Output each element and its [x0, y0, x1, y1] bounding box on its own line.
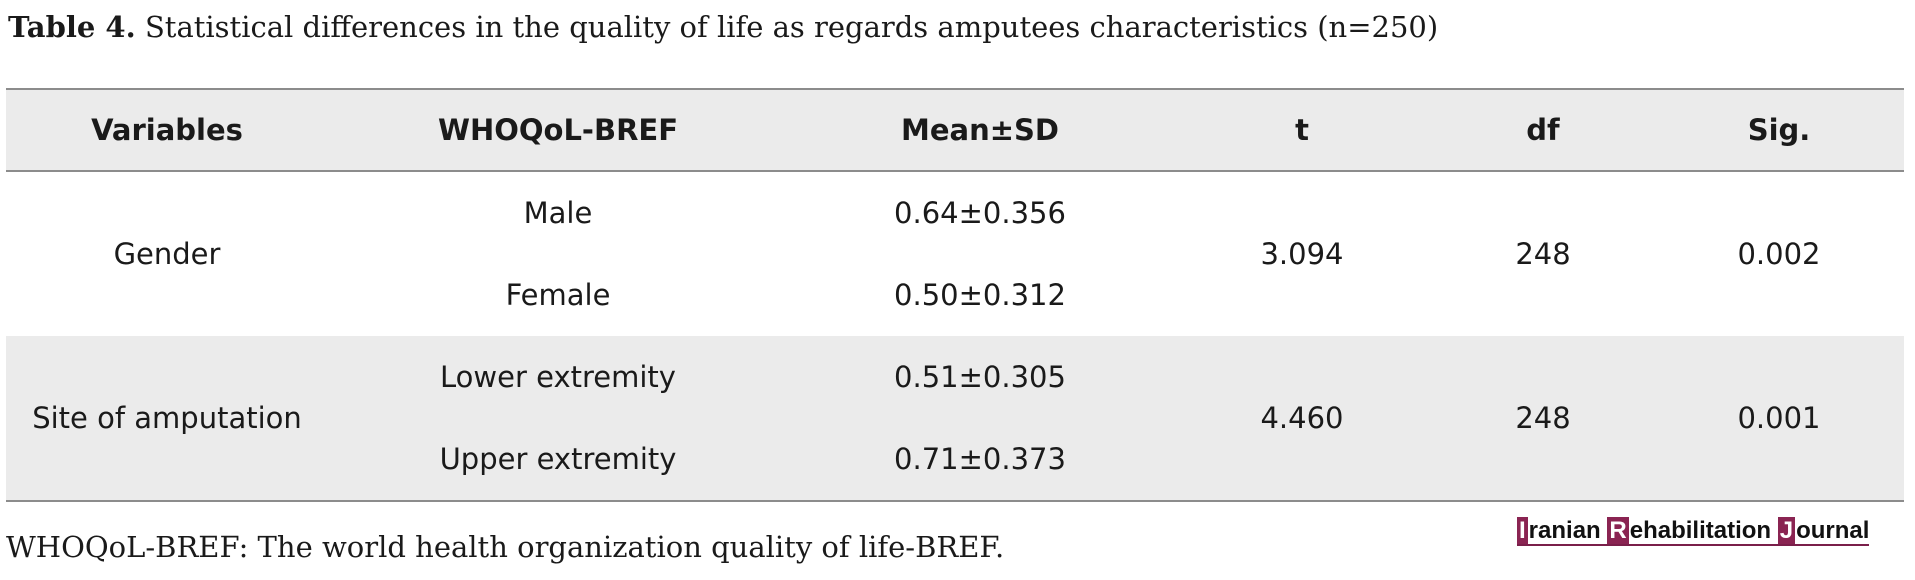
- cell-category: Upper extremity: [439, 442, 677, 476]
- cell-mean-sd: 0.50±0.312: [894, 278, 1066, 312]
- logo-initial: J: [1777, 517, 1796, 544]
- table-header: Variables WHOQoL-BREF Mean±SD t df Sig.: [6, 90, 1904, 172]
- logo-text: ehabilitation: [1629, 517, 1778, 544]
- table-top-rule: [6, 88, 1904, 90]
- cell-sig: 0.001: [1737, 401, 1821, 435]
- table-label: Table 4.: [8, 10, 136, 44]
- header-whoqol: WHOQoL-BREF: [437, 113, 679, 147]
- header-t: t: [1295, 113, 1309, 147]
- cell-df: 248: [1515, 237, 1571, 271]
- cell-variable: Site of amputation: [32, 401, 302, 435]
- header-variables: Variables: [91, 113, 243, 147]
- cell-category: Male: [523, 196, 593, 230]
- cell-mean-sd: 0.51±0.305: [894, 360, 1066, 394]
- cell-t: 4.460: [1260, 401, 1344, 435]
- cell-mean-sd: 0.64±0.356: [894, 196, 1066, 230]
- table-caption: Table 4. Statistical differences in the …: [8, 10, 1438, 44]
- header-mean-sd: Mean±SD: [901, 113, 1059, 147]
- header-df: df: [1526, 113, 1560, 147]
- table-title: Statistical differences in the quality o…: [144, 10, 1439, 44]
- cell-df: 248: [1515, 401, 1571, 435]
- logo-initial: R: [1607, 517, 1629, 544]
- cell-t: 3.094: [1260, 237, 1344, 271]
- table-footnote: WHOQoL-BREF: The world health organizati…: [6, 530, 1005, 564]
- cell-category: Female: [505, 278, 611, 312]
- cell-variable: Gender: [113, 237, 221, 271]
- logo-text: ournal: [1796, 517, 1870, 544]
- cell-category: Lower extremity: [440, 360, 676, 394]
- cell-sig: 0.002: [1737, 237, 1821, 271]
- table-row-site-of-amputation: Site of amputation Lower extremity 0.51±…: [6, 336, 1904, 502]
- table-row-gender: Gender Male 0.64±0.356 Female 0.50±0.312…: [6, 172, 1904, 336]
- logo-initial: I: [1517, 517, 1528, 544]
- cell-mean-sd: 0.71±0.373: [894, 442, 1066, 476]
- logo-text: ranian: [1528, 517, 1608, 544]
- header-sig: Sig.: [1747, 113, 1811, 147]
